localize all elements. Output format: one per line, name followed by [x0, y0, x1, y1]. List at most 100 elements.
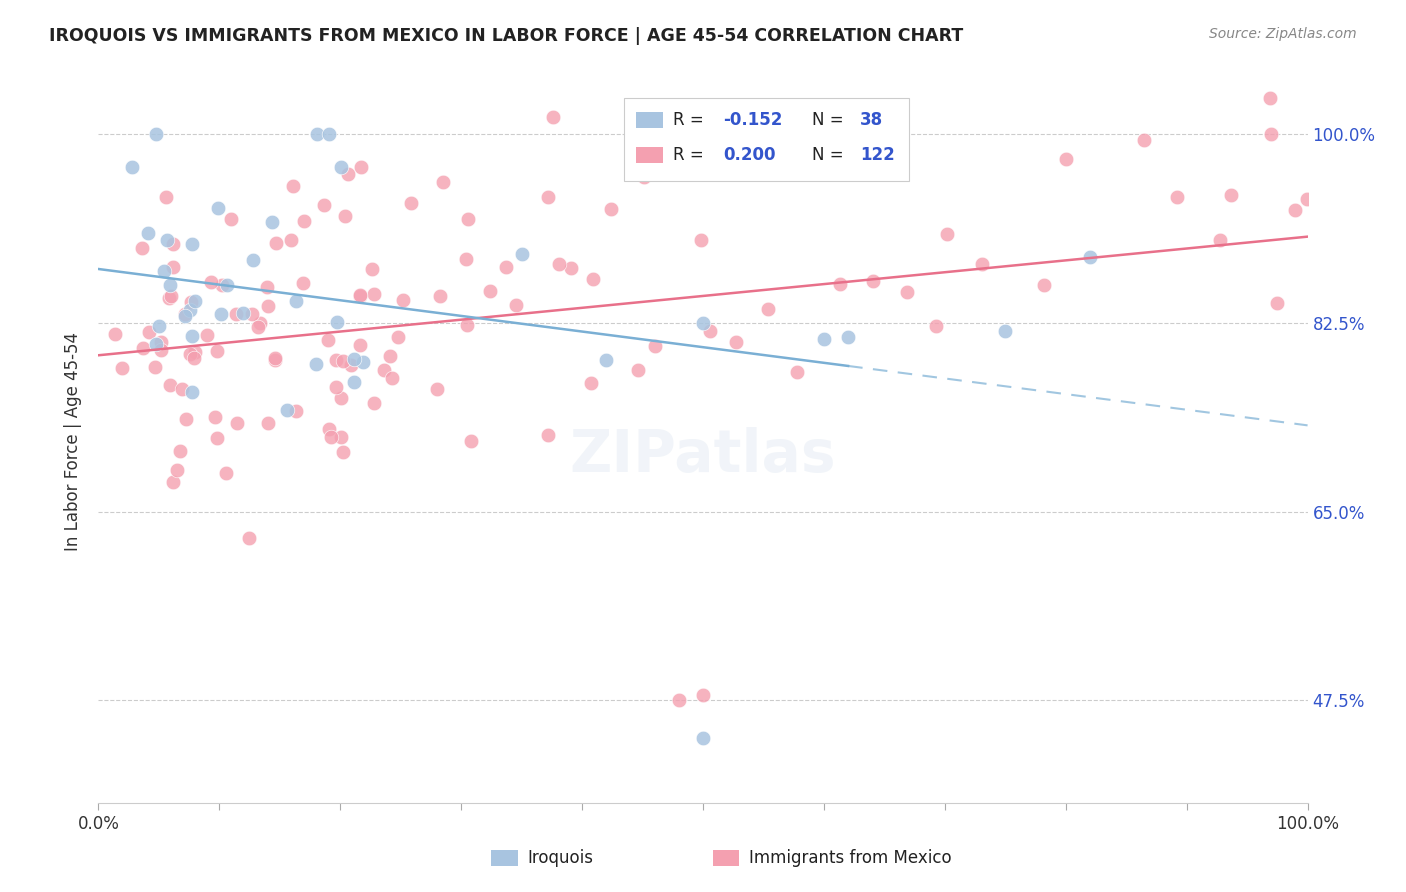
Point	[456, 318, 478, 332]
Point	[1295, 192, 1317, 206]
Point	[145, 337, 167, 351]
Point	[1220, 188, 1243, 202]
Text: Iroquois: Iroquois	[527, 849, 593, 867]
Point	[169, 443, 191, 458]
Point	[343, 375, 366, 389]
Text: ZIPatlas: ZIPatlas	[569, 427, 837, 484]
Point	[264, 235, 287, 250]
Text: Immigrants from Mexico: Immigrants from Mexico	[749, 849, 952, 867]
Point	[318, 421, 340, 435]
Point	[132, 341, 155, 355]
Text: R =: R =	[672, 111, 709, 129]
Point	[150, 334, 173, 349]
Point	[180, 295, 202, 310]
Point	[332, 444, 354, 458]
Point	[510, 247, 533, 261]
Point	[330, 160, 353, 174]
Point	[325, 353, 347, 368]
Point	[225, 307, 247, 321]
Point	[316, 334, 339, 348]
Point	[242, 252, 264, 267]
Bar	[492, 850, 517, 866]
Point	[713, 112, 735, 126]
Point	[281, 179, 304, 194]
Point	[121, 160, 143, 174]
Point	[786, 365, 808, 379]
FancyBboxPatch shape	[624, 98, 908, 181]
Point	[156, 233, 179, 247]
Point	[305, 357, 328, 371]
Point	[495, 260, 517, 275]
Point	[582, 272, 605, 286]
Point	[349, 338, 371, 352]
Point	[238, 532, 260, 546]
Point	[595, 353, 617, 368]
Point	[329, 391, 352, 405]
Text: R =: R =	[672, 145, 709, 164]
Point	[432, 175, 454, 189]
Point	[166, 463, 188, 477]
Point	[264, 353, 287, 368]
Point	[207, 344, 229, 359]
Point	[240, 307, 263, 321]
Point	[560, 261, 582, 276]
Point	[599, 202, 621, 217]
Point	[381, 370, 404, 384]
Point	[256, 280, 278, 294]
Point	[209, 307, 232, 321]
Point	[373, 362, 395, 376]
Point	[173, 309, 195, 323]
Point	[256, 299, 278, 313]
Point	[862, 274, 884, 288]
Point	[211, 278, 233, 293]
Point	[200, 275, 222, 289]
Text: Source: ZipAtlas.com: Source: ZipAtlas.com	[1209, 27, 1357, 41]
Point	[668, 693, 690, 707]
Point	[285, 294, 308, 309]
Text: N =: N =	[811, 111, 849, 129]
Point	[426, 382, 449, 396]
Text: N =: N =	[811, 145, 849, 164]
Point	[581, 376, 603, 390]
Point	[896, 285, 918, 300]
Point	[335, 209, 357, 223]
Point	[1284, 202, 1306, 217]
Point	[207, 201, 229, 215]
Text: 122: 122	[860, 145, 896, 164]
Point	[180, 385, 202, 400]
Bar	[637, 147, 664, 162]
Point	[280, 233, 302, 247]
Point	[159, 377, 181, 392]
Point	[340, 359, 363, 373]
Point	[387, 329, 409, 343]
Point	[205, 431, 228, 445]
Point	[174, 307, 197, 321]
Bar	[713, 850, 740, 866]
Point	[363, 287, 385, 301]
Point	[352, 355, 374, 369]
Point	[162, 237, 184, 252]
Point	[292, 276, 315, 290]
Point	[180, 237, 202, 252]
Point	[537, 428, 560, 442]
Point	[378, 349, 401, 363]
Point	[692, 731, 714, 745]
Point	[321, 430, 343, 444]
Point	[349, 288, 371, 302]
Point	[363, 396, 385, 410]
Point	[170, 382, 193, 396]
Point	[457, 211, 479, 226]
Point	[837, 330, 859, 344]
Point	[160, 289, 183, 303]
Point	[1265, 296, 1288, 310]
Point	[305, 127, 328, 141]
Point	[644, 339, 666, 353]
Point	[1260, 127, 1282, 141]
Point	[349, 289, 371, 303]
Point	[1078, 250, 1101, 264]
Point	[264, 351, 287, 365]
Point	[179, 347, 201, 361]
Point	[689, 233, 711, 247]
Point	[325, 315, 347, 329]
Bar	[637, 112, 664, 128]
